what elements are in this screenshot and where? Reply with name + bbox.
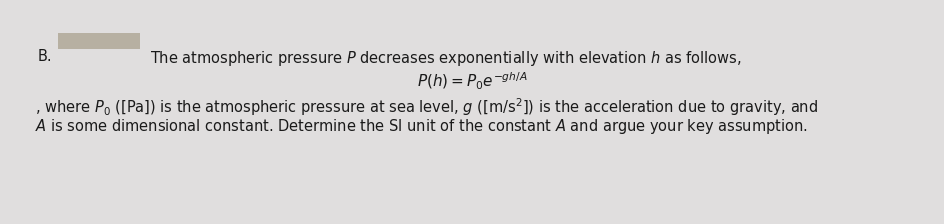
Text: The atmospheric pressure $\mathit{P}$ decreases exponentially with elevation $\m: The atmospheric pressure $\mathit{P}$ de… [150, 49, 741, 68]
Text: , where $P_0$ ([Pa]) is the atmospheric pressure at sea level, $g$ ([m/s$^2$]) i: , where $P_0$ ([Pa]) is the atmospheric … [35, 96, 818, 118]
Text: B.: B. [38, 49, 53, 64]
Text: $P(h) = P_0 e^{-gh/A}$: $P(h) = P_0 e^{-gh/A}$ [416, 71, 527, 92]
Text: $A$ is some dimensional constant. Determine the SI unit of the constant $A$ and : $A$ is some dimensional constant. Determ… [35, 117, 807, 136]
FancyBboxPatch shape [58, 33, 140, 49]
